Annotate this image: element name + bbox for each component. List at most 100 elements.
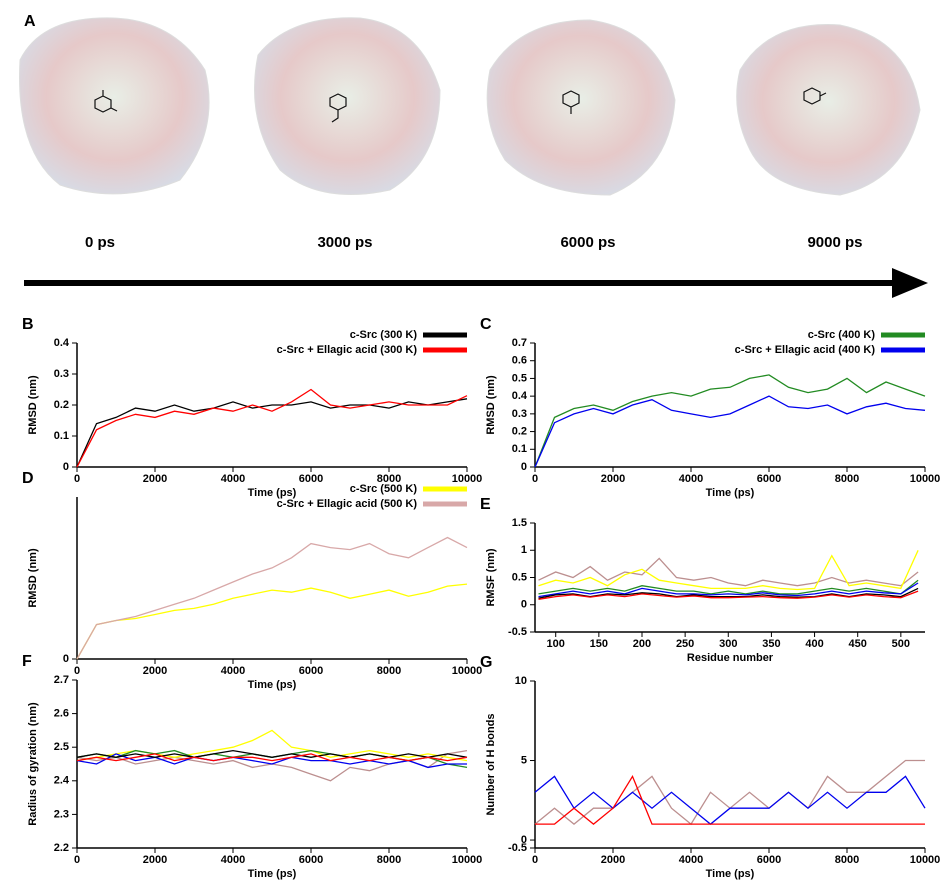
legend-label: c-Src + Ellagic acid (400 K) xyxy=(735,344,876,356)
series-line xyxy=(535,396,925,467)
legend-label: c-Src (300 K) xyxy=(350,329,418,341)
protein-snapshots xyxy=(20,18,921,195)
y-tick-label: 0 xyxy=(521,599,527,611)
x-tick-label: 10000 xyxy=(452,473,483,485)
y-tick-label: 0.3 xyxy=(54,368,69,380)
x-tick-label: 8000 xyxy=(835,473,859,485)
x-tick-label: 8000 xyxy=(835,854,859,866)
legend-label: c-Src (500 K) xyxy=(350,483,418,495)
y-tick-label: 0 xyxy=(521,461,527,473)
panel-label: A xyxy=(24,13,36,30)
x-tick-label: 100 xyxy=(547,638,565,650)
y-tick-label: 2.3 xyxy=(54,808,69,820)
y-tick-label: 0 xyxy=(521,834,527,846)
y-tick-label: 2.2 xyxy=(54,842,69,854)
y-axis-title: Radius of gyration (nm) xyxy=(27,702,39,826)
series-line xyxy=(77,390,467,468)
x-tick-label: 250 xyxy=(676,638,694,650)
panel-label: G xyxy=(480,654,492,671)
x-tick-label: 10000 xyxy=(452,665,483,677)
x-tick-label: 4000 xyxy=(221,473,245,485)
y-tick-label: 0.3 xyxy=(512,408,527,420)
x-tick-label: 8000 xyxy=(377,854,401,866)
y-tick-label: 0.5 xyxy=(512,372,527,384)
panel-label: C xyxy=(480,316,492,333)
x-axis-title: Time (ps) xyxy=(248,868,297,880)
x-tick-label: 150 xyxy=(590,638,608,650)
series-line xyxy=(77,399,467,467)
y-axis-title: RMSF (nm) xyxy=(485,548,497,606)
y-tick-label: 1 xyxy=(521,544,527,556)
y-tick-label: 0 xyxy=(63,461,69,473)
panel-label: E xyxy=(480,496,491,513)
x-axis-title: Residue number xyxy=(687,652,774,664)
x-tick-label: 4000 xyxy=(679,854,703,866)
x-axis-title: Time (ps) xyxy=(706,868,755,880)
y-tick-label: 2.4 xyxy=(54,775,70,787)
series-line xyxy=(539,558,919,585)
y-tick-label: 2.5 xyxy=(54,741,69,753)
y-tick-label: 0.7 xyxy=(512,337,527,349)
y-tick-label: 0.6 xyxy=(512,355,527,367)
figure: A 0 ps 3000 ps 6000 ps 9000 ps B 0 0.1 0.2 0.3 0.… xyxy=(0,0,940,887)
x-tick-label: 2000 xyxy=(601,854,625,866)
y-tick-label: 0.1 xyxy=(54,430,69,442)
series-line xyxy=(77,538,467,660)
x-tick-label: 0 xyxy=(74,473,80,485)
y-tick-label: 0.4 xyxy=(54,337,70,349)
time-label: 6000 ps xyxy=(560,234,615,251)
x-tick-label: 200 xyxy=(633,638,651,650)
x-tick-label: 2000 xyxy=(143,854,167,866)
x-tick-label: 300 xyxy=(719,638,737,650)
time-label: 9000 ps xyxy=(807,234,862,251)
time-label: 3000 ps xyxy=(317,234,372,251)
x-tick-label: 4000 xyxy=(679,473,703,485)
legend-label: c-Src + Ellagic acid (500 K) xyxy=(277,498,418,510)
x-tick-label: 10000 xyxy=(910,473,940,485)
x-tick-label: 10000 xyxy=(910,854,940,866)
time-arrow xyxy=(24,268,928,298)
series-line xyxy=(535,375,925,467)
y-axis-title: RMSD (nm) xyxy=(27,548,39,608)
x-tick-label: 4000 xyxy=(221,854,245,866)
x-tick-label: 400 xyxy=(805,638,823,650)
y-tick-label: 0.4 xyxy=(512,390,528,402)
panel-label: B xyxy=(22,316,34,333)
y-axis-title: RMSD (nm) xyxy=(27,375,39,435)
panel-label: D xyxy=(22,470,34,487)
y-tick-label: 2.6 xyxy=(54,708,69,720)
y-tick-label: -0.5 xyxy=(508,626,527,638)
time-label: 0 ps xyxy=(85,234,115,251)
y-axis-title: RMSD (nm) xyxy=(485,375,497,435)
x-tick-label: 2000 xyxy=(143,473,167,485)
x-tick-label: 0 xyxy=(74,665,80,677)
x-tick-label: 6000 xyxy=(757,473,781,485)
x-tick-label: 10000 xyxy=(452,854,483,866)
x-axis-title: Time (ps) xyxy=(248,679,297,691)
y-tick-label: 0.2 xyxy=(512,425,527,437)
y-tick-label: 0.2 xyxy=(54,399,69,411)
x-tick-label: 450 xyxy=(849,638,867,650)
series-line xyxy=(77,751,467,768)
y-tick-label: 0 xyxy=(63,653,69,665)
x-tick-label: 6000 xyxy=(299,854,323,866)
y-axis-title: Number of H bonds xyxy=(485,713,497,815)
x-tick-label: 350 xyxy=(762,638,780,650)
x-tick-label: 500 xyxy=(892,638,910,650)
x-tick-label: 6000 xyxy=(299,473,323,485)
x-tick-label: 0 xyxy=(74,854,80,866)
series-line xyxy=(535,776,925,824)
y-tick-label: 1.5 xyxy=(512,517,527,529)
series-line xyxy=(77,751,467,781)
legend-label: c-Src + Ellagic acid (300 K) xyxy=(277,344,418,356)
y-tick-label: 0.5 xyxy=(512,571,527,583)
series-line xyxy=(77,730,467,760)
y-tick-label: 10 xyxy=(515,675,527,687)
panel-label: F xyxy=(22,653,32,670)
x-tick-label: 2000 xyxy=(601,473,625,485)
x-axis-title: Time (ps) xyxy=(706,487,755,499)
legend-label: c-Src (400 K) xyxy=(808,329,876,341)
y-tick-label: 0.1 xyxy=(512,443,527,455)
x-tick-label: 6000 xyxy=(757,854,781,866)
series-line xyxy=(77,751,467,758)
